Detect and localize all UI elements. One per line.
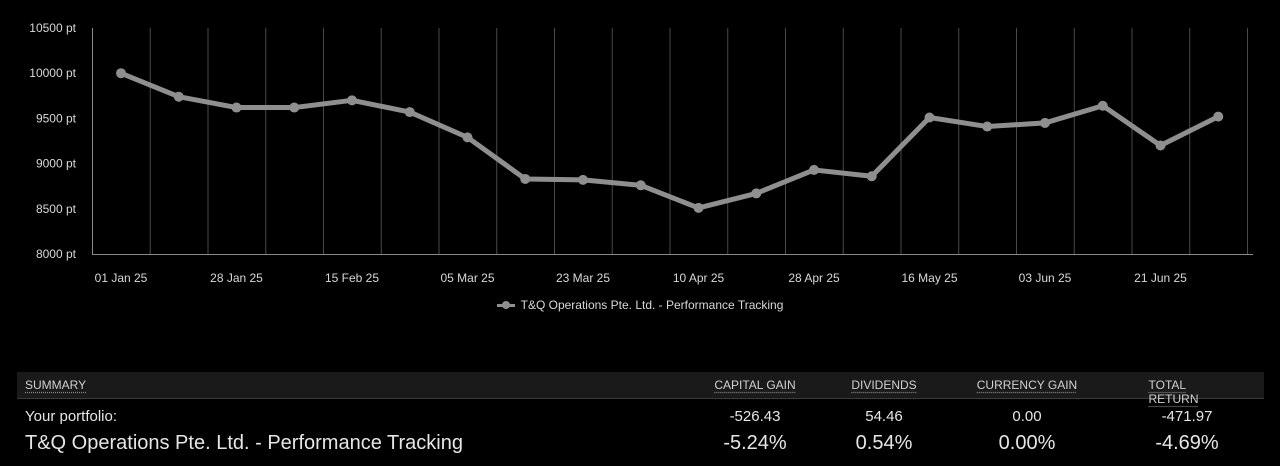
data-point xyxy=(809,164,819,175)
data-point xyxy=(173,91,184,102)
data-point xyxy=(578,174,588,185)
data-point xyxy=(404,107,415,118)
fund-capital-gain: -5.24% xyxy=(723,432,787,454)
y-tick-label: 8500 pt xyxy=(36,202,77,216)
x-tick-label: 28 Apr 25 xyxy=(788,271,840,285)
portfolio-total-return: -471.97 xyxy=(1161,408,1213,425)
total-return-header[interactable]: TOTAL RETURN xyxy=(1148,378,1199,406)
data-point xyxy=(462,132,473,143)
y-tick-label: 9500 pt xyxy=(36,111,77,125)
fund-dividends: 0.54% xyxy=(855,432,913,454)
data-point xyxy=(924,112,935,123)
line-chart: 8000 pt 8500 pt 9000 pt 9500 pt 10000 pt 1050… xyxy=(29,21,1253,285)
data-point xyxy=(751,188,762,199)
y-tick-label: 9000 pt xyxy=(36,157,77,171)
data-point xyxy=(231,102,242,113)
data-point xyxy=(693,202,704,213)
portfolio-row: Your portfolio: -526.43 54.46 0.00 -471.… xyxy=(17,408,1264,432)
data-point xyxy=(866,171,877,182)
data-point xyxy=(347,95,357,106)
fund-label: T&Q Operations Pte. Ltd. - Performance T… xyxy=(25,432,463,454)
data-point xyxy=(635,180,646,191)
data-point xyxy=(116,68,126,79)
x-tick-label: 28 Jan 25 xyxy=(210,271,263,285)
x-tick-label: 21 Jun 25 xyxy=(1134,271,1187,285)
x-tick-label: 10 Apr 25 xyxy=(673,271,725,285)
portfolio-currency-gain: 0.00 xyxy=(1012,408,1042,425)
legend-label: T&Q Operations Pte. Ltd. - Performance T… xyxy=(520,298,784,312)
summary-header[interactable]: SUMMARY xyxy=(25,378,87,392)
capital-gain-header[interactable]: CAPITAL GAIN xyxy=(714,378,796,392)
y-tick-label: 10500 pt xyxy=(29,21,76,35)
x-tick-label: 03 Jun 25 xyxy=(1019,271,1072,285)
summary-header-row: SUMMARY CAPITAL GAIN DIVIDENDS CURRENCY … xyxy=(17,372,1264,406)
x-tick-label: 01 Jan 25 xyxy=(95,271,148,285)
fund-total-return: -4.69% xyxy=(1155,432,1219,454)
dividends-header[interactable]: DIVIDENDS xyxy=(851,378,917,392)
data-point xyxy=(520,173,531,184)
data-point xyxy=(1213,111,1224,122)
legend-line-marker-icon xyxy=(496,300,515,310)
fund-currency-gain: 0.00% xyxy=(998,432,1056,454)
series-line xyxy=(118,70,1221,211)
x-tick-label: 23 Mar 25 xyxy=(556,271,610,285)
summary-table: SUMMARY CAPITAL GAIN DIVIDENDS CURRENCY … xyxy=(17,372,1264,460)
data-point xyxy=(289,102,300,113)
y-tick-label: 10000 pt xyxy=(29,66,76,80)
data-point xyxy=(1040,117,1050,128)
fund-row: T&Q Operations Pte. Ltd. - Performance T… xyxy=(17,432,1264,460)
chart-legend[interactable]: T&Q Operations Pte. Ltd. - Performance T… xyxy=(0,298,1280,312)
x-tick-label: 16 May 25 xyxy=(901,271,957,285)
portfolio-dividends: 54.46 xyxy=(865,408,903,425)
currency-gain-header[interactable]: CURRENCY GAIN xyxy=(976,378,1078,392)
y-tick-label: 8000 pt xyxy=(36,247,77,261)
x-tick-label: 05 Mar 25 xyxy=(440,271,494,285)
data-point xyxy=(1155,140,1166,151)
data-point xyxy=(1097,100,1108,111)
portfolio-label: Your portfolio: xyxy=(25,408,118,425)
data-point xyxy=(982,121,993,132)
x-tick-label: 15 Feb 25 xyxy=(325,271,379,285)
portfolio-capital-gain: -526.43 xyxy=(729,408,781,425)
